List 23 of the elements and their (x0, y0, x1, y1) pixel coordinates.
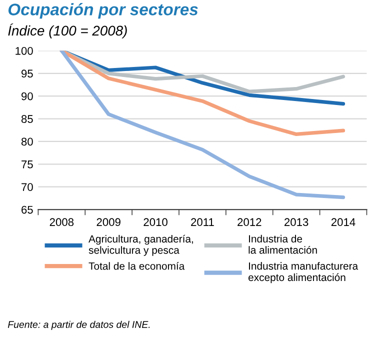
legend-label: Agricultura, ganadería, selvicultura y pesca (88, 234, 193, 256)
x-tick-label: 2010 (144, 218, 168, 226)
y-tick-label: 65 (22, 206, 33, 214)
x-tick-label: 2008 (50, 218, 74, 226)
y-tick-label: 80 (21, 138, 33, 146)
line-series (60, 50, 346, 200)
y-tick-label: 90 (22, 92, 33, 100)
legend-label: Total de la economía (88, 262, 185, 270)
y-tick-label: 85 (21, 115, 33, 123)
x-tick-label: 2013 (284, 218, 308, 226)
source-note: Fuente: a partir de datos del INE. (8, 320, 150, 330)
chart-title: Ocupación por sectores (8, 2, 198, 19)
x-tick-label: 2009 (96, 218, 120, 226)
x-tick-label: 2014 (331, 218, 356, 226)
y-tick-label: 95 (22, 70, 33, 78)
y-tick-label: 100 (16, 46, 33, 55)
chart-subtitle: Índice (100 = 2008) (8, 23, 127, 38)
legend-label: Industria de la alimentación (248, 234, 317, 254)
y-tick-label: 70 (22, 183, 33, 191)
x-tick-label: 2011 (191, 218, 214, 226)
legend-label: Industria manufacturera excepto alimentación (248, 262, 358, 284)
x-tick-label: 2012 (238, 218, 262, 226)
y-tick-label: 75 (22, 160, 33, 168)
